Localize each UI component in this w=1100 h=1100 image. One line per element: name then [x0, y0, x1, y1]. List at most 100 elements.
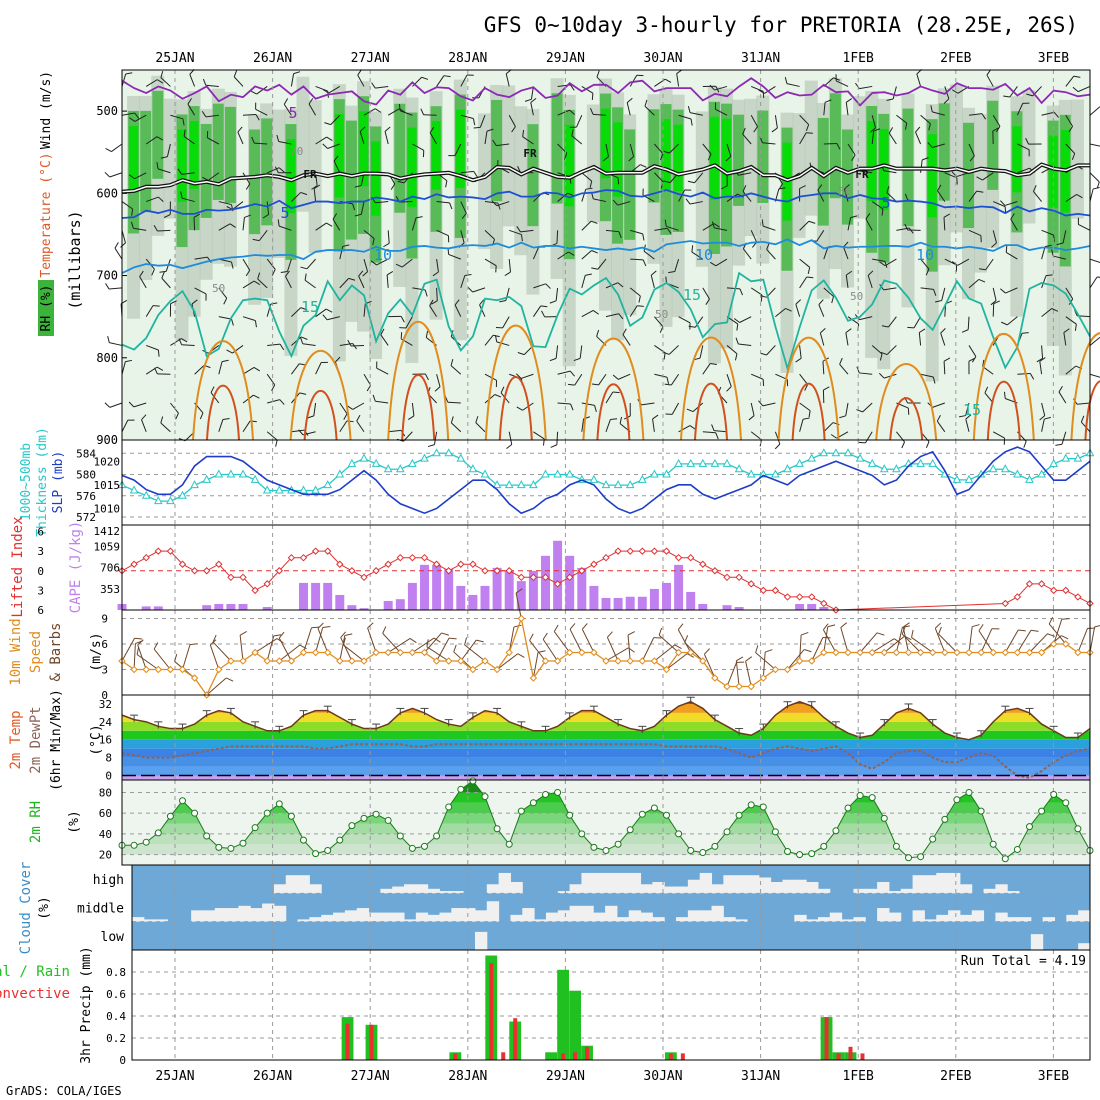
wind-barb-shaft — [871, 201, 884, 210]
precip-tick: 0.4 — [106, 1010, 126, 1023]
wind-barb-shaft — [750, 230, 758, 243]
wind-barb — [702, 363, 717, 375]
wind-barb-flag — [1068, 126, 1073, 133]
rh2m-marker — [917, 853, 925, 861]
wind-barb-flag — [202, 176, 209, 181]
cape-bar — [698, 603, 708, 610]
surface-wind-barb — [1004, 629, 1026, 653]
wind-barb-flag — [1063, 328, 1070, 333]
wind-barb — [1065, 316, 1077, 331]
wind-barb-shaft — [694, 316, 704, 328]
wind-barb-shaft — [484, 201, 498, 204]
wind-barb-flag — [686, 408, 694, 413]
wind-barb-flag — [262, 214, 269, 219]
wind-barb-shaft — [532, 247, 540, 260]
wind-barb-flag — [300, 307, 308, 311]
cloud-clear-cell — [865, 888, 878, 894]
wind-barb-flag — [1073, 75, 1081, 78]
cloud-clear-cell — [368, 912, 381, 922]
wind-barb-flag — [271, 269, 276, 276]
wind-barb-flag — [516, 226, 521, 233]
wind-barb-flag — [422, 150, 425, 158]
wind-barb-shaft — [843, 246, 849, 260]
wind-barb — [735, 337, 752, 346]
wind-barb-shaft — [823, 142, 837, 145]
surface-wind-barb-shaft — [515, 592, 522, 619]
surface-wind-barb — [762, 649, 773, 679]
wind-barb — [515, 373, 534, 379]
wind-barb-flag — [612, 199, 619, 206]
surface-wind-barb — [859, 632, 885, 653]
wind-barb — [915, 126, 922, 145]
surface-wind-barb — [426, 639, 449, 662]
wind-barb — [886, 86, 897, 101]
wind-barb-flag — [1000, 288, 1006, 294]
wind-barb-shaft — [1089, 336, 1100, 346]
surface-wind-barb-shaft — [343, 644, 365, 662]
cloud-clear-cell — [321, 914, 334, 922]
wind-barb-shaft — [121, 201, 133, 210]
rh2m-marker — [493, 825, 501, 833]
wind-barb-shaft — [799, 345, 802, 359]
li-marker — [360, 573, 368, 582]
wind-barb-flag — [301, 336, 308, 340]
surface-wind-barb-shaft — [859, 632, 878, 653]
surface-wind-barb-flag — [476, 639, 484, 643]
cloud-clear-cell — [333, 912, 346, 922]
li-marker — [227, 573, 235, 582]
wind-barb-shaft — [133, 402, 147, 408]
surface-wind-barb — [787, 649, 812, 670]
wind-barb-flag — [982, 359, 985, 367]
wind-barb-flag — [335, 356, 341, 363]
rh-shade-green — [359, 111, 368, 187]
surface-wind-barb-flag — [517, 653, 525, 658]
li-tick: 6 — [37, 526, 44, 539]
wind-barb-shaft — [187, 103, 196, 116]
wind-barb — [726, 374, 732, 392]
wind-barb-flag — [1055, 443, 1063, 446]
li-tick: 6 — [37, 604, 44, 617]
wind-barb-shaft — [286, 258, 292, 272]
warm-isotherm-inner — [694, 382, 728, 441]
wind-barb-flag — [494, 394, 502, 398]
surface-wind-barb-shaft — [823, 626, 829, 653]
wind-barb-shaft — [883, 287, 897, 291]
wind-barb-shaft — [363, 108, 376, 116]
wind-speed-marker — [251, 648, 259, 657]
wind-barb-flag — [753, 126, 758, 133]
wind-barb-flag — [333, 155, 339, 162]
cloud-clear-cell — [628, 910, 642, 922]
wind-barb-shaft — [668, 345, 679, 355]
x-tick-label-bottom: 1FEB — [843, 1069, 874, 1084]
wind-barb-shaft — [593, 198, 607, 203]
slp-tick: 1020 — [94, 455, 121, 468]
wind-barb-flag — [935, 300, 942, 303]
surface-wind-barb-flag — [1094, 624, 1100, 628]
wind-barb — [711, 424, 728, 433]
wind-barb-shaft — [702, 223, 715, 231]
wind-barb — [408, 402, 415, 421]
wind-barb — [629, 305, 644, 317]
wind-barb-shaft — [581, 275, 586, 289]
wind-barb-shaft — [576, 115, 583, 128]
wind-barb-shaft — [375, 85, 389, 89]
wind-barb-flag — [955, 264, 957, 272]
wind-barb-flag — [1076, 193, 1083, 199]
wind-speed-marker — [880, 648, 889, 657]
wind-speed-marker — [432, 657, 441, 665]
wind-barb-flag — [725, 156, 732, 162]
wind-barb — [965, 414, 972, 432]
wind-barb-shaft — [283, 104, 292, 116]
wind-barb — [170, 402, 179, 420]
wind-barb — [262, 201, 270, 219]
cape-bar — [795, 603, 805, 610]
wind-barb-shaft — [194, 287, 207, 295]
wind-barb-flag — [157, 349, 160, 357]
wind-barb-flag — [836, 143, 841, 150]
wind-barb — [434, 374, 441, 392]
wind-barb-shaft — [237, 131, 244, 145]
wind-barb-shaft — [291, 192, 302, 202]
rh2m-marker — [227, 844, 235, 852]
wind-barb — [436, 75, 451, 87]
surface-wind-barb-shaft — [762, 652, 766, 679]
